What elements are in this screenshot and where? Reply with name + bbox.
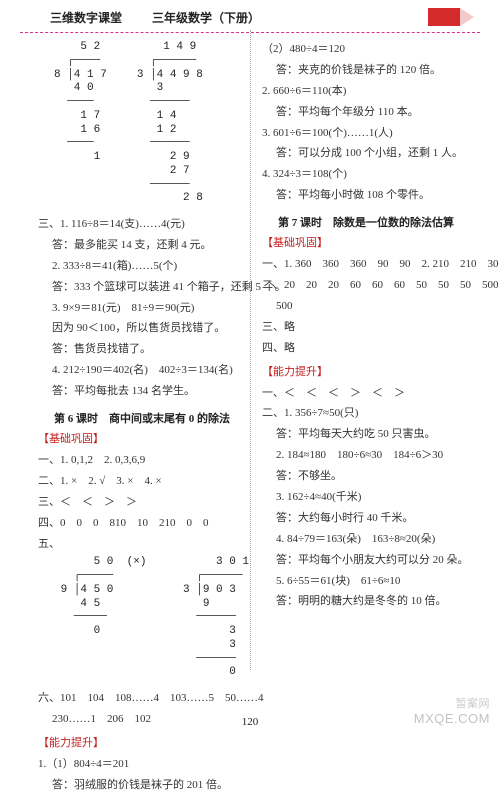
s7a-2-4: 4. 84÷79＝163(朵) 163÷8≈20(朵) [262, 529, 470, 550]
calc-top-a: 5 2 ┌──── 8 │4 1 7 4 0 ──── 1 7 1 6 ────… [54, 41, 107, 206]
s7b-2b: 500 [262, 296, 470, 317]
q3-2: 2. 333÷8＝41(箱)……5(个) [38, 256, 246, 277]
calc-top-b: 1 4 9 ┌────── 3 │4 4 9 8 3 ────── 1 4 1 … [137, 41, 203, 206]
s6-6: 六、101 104 108……4 103……5 50……4 [38, 688, 246, 709]
r-top-3a: 答：可以分成 100 个小组，还剩 1 人。 [262, 143, 470, 164]
q3-2-ans: 答：333 个篮球可以装进 41 个箱子，还剩 5 个。 [38, 277, 246, 298]
r-top-1: （2）480÷4＝120 [262, 39, 470, 60]
calc-top-row: 5 2 ┌──── 8 │4 1 7 4 0 ──── 1 7 1 6 ────… [54, 41, 246, 206]
ability-label-right: 【能力提升】 [262, 363, 470, 379]
q3-3: 3. 9×9＝81(元) 81÷9＝90(元) [38, 298, 246, 319]
s6-4: 四、0 0 0 810 10 210 0 0 [38, 513, 246, 534]
s7a-2-4a: 答：平均每个小朋友大约可以分 20 朵。 [262, 550, 470, 571]
s7b-3: 三、略 [262, 317, 470, 338]
s7a-2-1a: 答：平均每天大约吃 50 只害虫。 [262, 424, 470, 445]
basic-label-right: 【基础巩固】 [262, 234, 470, 250]
q3-4-ans: 答：平均每批去 134 名学生。 [38, 381, 246, 402]
watermark-cn: 暂案网 [414, 695, 490, 711]
s6-1: 一、1. 0,1,2 2. 0,3,6,9 [38, 450, 246, 471]
watermark: 暂案网 MXQE.COM [414, 695, 490, 726]
s7a-2-1: 二、1. 356÷7≈50(只) [262, 403, 470, 424]
s6-2: 二、1. × 2. √ 3. × 4. × [38, 471, 246, 492]
s7a-2-2a: 答：不够坐。 [262, 466, 470, 487]
watermark-en: MXQE.COM [414, 711, 490, 726]
content-columns: 5 2 ┌──── 8 │4 1 7 4 0 ──── 1 7 1 6 ────… [0, 39, 500, 796]
r-top-3: 3. 601÷6＝100(个)……1(人) [262, 123, 470, 144]
left-column: 5 2 ┌──── 8 │4 1 7 4 0 ──── 1 7 1 6 ────… [30, 39, 254, 796]
r-top-2: 2. 660÷6＝110(本) [262, 81, 470, 102]
s7a-1: 一、＜ ＜ ＜ ＞ ＜ ＞ [262, 383, 470, 404]
r-top-1a: 答：夹克的价钱是袜子的 120 倍。 [262, 60, 470, 81]
q3-3-ans: 答：售货员找错了。 [38, 339, 246, 360]
ab-1: 1.（1）804÷4＝201 [38, 754, 246, 775]
q3-3-expl: 因为 90＜100，所以售货员找错了。 [38, 318, 246, 339]
r-top-4a: 答：平均每小时做 108 个零件。 [262, 185, 470, 206]
s7a-2-3a: 答：大约每小时行 40 千米。 [262, 508, 470, 529]
s6-5-label: 五、 [38, 534, 246, 555]
q3-1-ans: 答：最多能买 14 支，还剩 4 元。 [38, 235, 246, 256]
s7a-2-2: 2. 184≈180 180÷6≈30 184÷6＞30 [262, 445, 470, 466]
s7a-2-5: 5. 6÷55＝61(块) 61÷6≈10 [262, 571, 470, 592]
s7b-1: 一、1. 360 360 360 90 90 2. 210 210 30 30 [262, 254, 470, 275]
s7b-2: 二、20 20 20 60 60 60 50 50 50 500 500 [262, 275, 470, 296]
s7a-2-3: 3. 162÷4≈40(千米) [262, 487, 470, 508]
ability-label-left: 【能力提升】 [38, 734, 246, 750]
r-top-2a: 答：平均每个年级分 110 本。 [262, 102, 470, 123]
s6-3: 三、＜ ＜ ＞ ＞ [38, 492, 246, 513]
basic-label-left: 【基础巩固】 [38, 430, 246, 446]
header-title-left: 三维数字课堂 [50, 9, 122, 26]
header-title-right: 三年级数学（下册） [152, 9, 260, 26]
q3-1: 三、1. 116÷8＝14(支)……4(元) [38, 214, 246, 235]
section-7-title: 第 7 课时 除数是一位数的除法估算 [262, 214, 470, 230]
q3-4: 4. 212÷190＝402(名) 402÷3＝134(名) [38, 360, 246, 381]
s7a-2-5a: 答：明明的糖大约是冬冬的 10 倍。 [262, 591, 470, 612]
s6-5-calc-a: 5 0 (×) ┌───── 9 │4 5 0 4 5 ───── 0 [54, 556, 146, 680]
s7b-4: 四、略 [262, 338, 470, 359]
ab-1-ans: 答：羽绒服的价钱是袜子的 201 倍。 [38, 775, 246, 796]
s6-5-calcs: 5 0 (×) ┌───── 9 │4 5 0 4 5 ───── 0 3 0 … [54, 556, 246, 680]
s6-5-calc-b: 3 0 1 ┌────── 3 │9 0 3 9 ────── 3 3 ────… [176, 556, 249, 680]
header-accent [428, 8, 460, 26]
r-top-4: 4. 324÷3＝108(个) [262, 164, 470, 185]
section-6-title: 第 6 课时 商中间或末尾有 0 的除法 [38, 410, 246, 426]
right-column: （2）480÷4＝120 答：夹克的价钱是袜子的 120 倍。 2. 660÷6… [254, 39, 478, 796]
